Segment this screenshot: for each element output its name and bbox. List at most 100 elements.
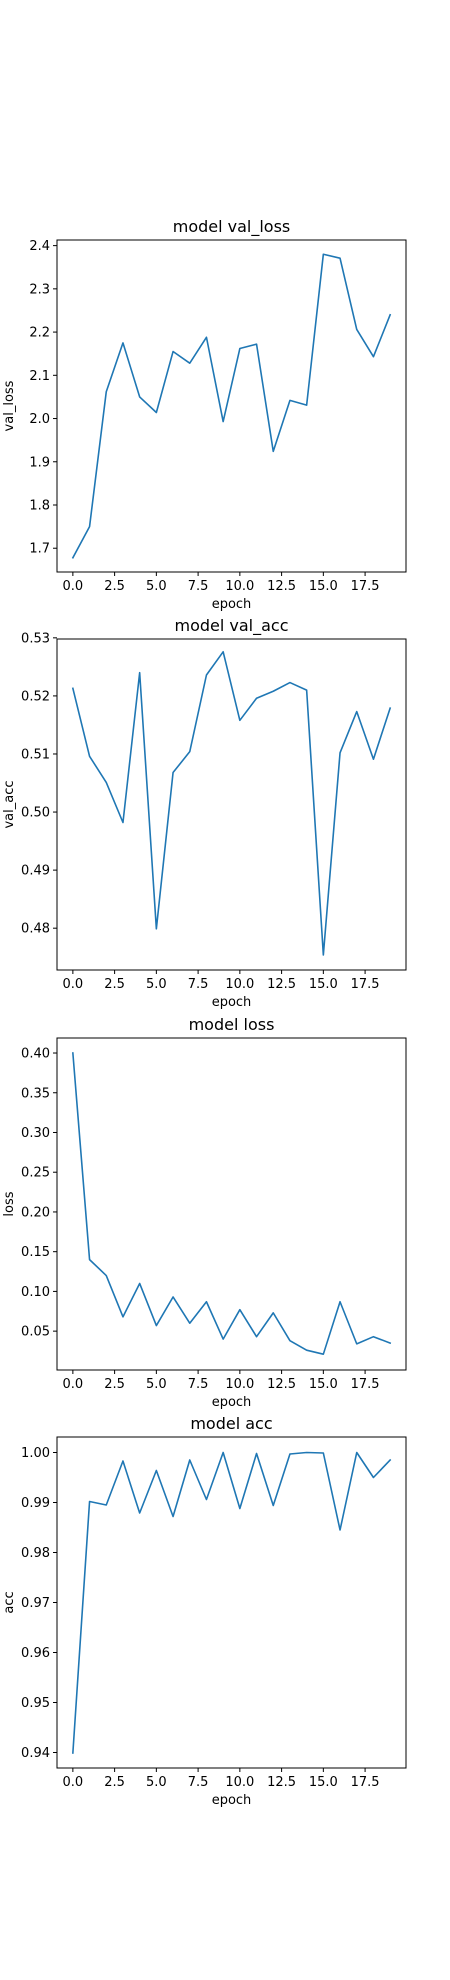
data-point xyxy=(122,1316,124,1318)
data-point xyxy=(205,336,207,338)
data-point xyxy=(372,1476,374,1478)
data-point xyxy=(122,1460,124,1462)
x-axis-label: epoch xyxy=(212,995,252,1010)
data-point xyxy=(356,1451,358,1453)
y-tick-label: 0.35 xyxy=(21,1086,50,1101)
data-point xyxy=(389,1342,391,1344)
x-tick-label: 2.5 xyxy=(104,977,125,992)
y-axis-label: acc xyxy=(2,1591,17,1613)
x-tick-label: 7.5 xyxy=(188,977,209,992)
subplot-2: model val_acc 0.0 2.5 5.0 7.5 10.0 12.5 15.0 17.… xyxy=(2,616,407,1010)
y-tick-label: 0.52 xyxy=(21,689,50,704)
y-tick-label: 0.53 xyxy=(21,631,50,646)
data-point xyxy=(105,391,107,393)
data-point xyxy=(239,1308,241,1310)
y-tick-label: 0.50 xyxy=(21,806,50,821)
data-point xyxy=(322,954,324,956)
x-tick-label: 0.0 xyxy=(63,1775,84,1790)
data-point xyxy=(289,1339,291,1341)
data-point xyxy=(389,314,391,316)
x-tick-label: 2.5 xyxy=(104,1377,125,1392)
data-point xyxy=(105,1504,107,1506)
x-tick-label: 17.5 xyxy=(351,1775,380,1790)
data-point xyxy=(155,411,157,413)
y-tick-label: 0.99 xyxy=(21,1496,50,1511)
data-point xyxy=(205,1498,207,1500)
data-point xyxy=(272,1312,274,1314)
data-point xyxy=(72,557,74,559)
y-tick-label: 0.20 xyxy=(21,1205,50,1220)
y-tick-label: 1.8 xyxy=(29,498,50,513)
data-point xyxy=(289,399,291,401)
data-point xyxy=(222,1338,224,1340)
data-point xyxy=(189,1459,191,1461)
data-point xyxy=(289,1453,291,1455)
x-axis-label: epoch xyxy=(212,1793,252,1808)
y-tick-label: 0.95 xyxy=(21,1696,50,1711)
data-point xyxy=(88,525,90,527)
y-tick-label: 0.49 xyxy=(21,864,50,879)
data-point xyxy=(289,681,291,683)
series-line xyxy=(71,650,392,956)
data-point xyxy=(105,781,107,783)
y-tick-label: 2.2 xyxy=(29,326,50,341)
y-tick-label: 2.0 xyxy=(29,412,50,427)
y-tick-label: 0.94 xyxy=(21,1746,50,1761)
y-tick-label: 0.05 xyxy=(21,1325,50,1340)
data-point xyxy=(122,342,124,344)
data-point xyxy=(372,356,374,358)
data-point xyxy=(138,1282,140,1284)
data-point xyxy=(389,1459,391,1461)
data-point xyxy=(172,1296,174,1298)
x-tick-label: 5.0 xyxy=(146,579,167,594)
data-point xyxy=(88,1500,90,1502)
data-point xyxy=(88,1258,90,1260)
x-tick-label: 12.5 xyxy=(267,977,296,992)
data-point xyxy=(189,362,191,364)
data-point xyxy=(305,404,307,406)
data-point xyxy=(88,755,90,757)
data-point xyxy=(255,697,257,699)
data-point xyxy=(272,450,274,452)
data-point xyxy=(239,1507,241,1509)
x-tick-label: 15.0 xyxy=(309,977,338,992)
data-point xyxy=(155,1469,157,1471)
data-point xyxy=(322,1452,324,1454)
data-point xyxy=(305,1451,307,1453)
x-tick-label: 10.0 xyxy=(225,1377,254,1392)
axes-frame xyxy=(56,239,407,573)
data-point xyxy=(172,1515,174,1517)
x-axis-label: epoch xyxy=(212,1395,252,1410)
y-axis-label: val_loss xyxy=(2,380,17,431)
data-point xyxy=(272,1504,274,1506)
y-tick-label: 1.7 xyxy=(29,542,50,557)
data-point xyxy=(255,1452,257,1454)
series-line xyxy=(71,253,392,559)
data-point xyxy=(172,771,174,773)
data-point xyxy=(72,687,74,689)
x-tick-label: 15.0 xyxy=(309,579,338,594)
data-point xyxy=(239,347,241,349)
chart-title: model val_loss xyxy=(173,217,291,237)
data-point xyxy=(356,1343,358,1345)
x-tick-label: 5.0 xyxy=(146,1775,167,1790)
y-tick-label: 0.25 xyxy=(21,1166,50,1181)
data-point xyxy=(189,1322,191,1324)
y-tick-label: 0.10 xyxy=(21,1285,50,1300)
x-tick-label: 0.0 xyxy=(63,977,84,992)
data-point xyxy=(356,328,358,330)
x-tick-label: 10.0 xyxy=(225,1775,254,1790)
y-tick-label: 0.48 xyxy=(21,922,50,937)
data-point xyxy=(222,1451,224,1453)
chart-title: model acc xyxy=(190,1414,272,1433)
x-tick-label: 2.5 xyxy=(104,1775,125,1790)
series-line xyxy=(72,1451,392,1754)
subplot-4: model acc 0.0 2.5 5.0 7.5 10.0 12.5 15.0 17.5 0.9… xyxy=(2,1414,407,1808)
data-point xyxy=(239,719,241,721)
x-tick-label: 7.5 xyxy=(188,579,209,594)
data-point xyxy=(72,1052,74,1054)
data-point xyxy=(189,750,191,752)
x-tick-label: 10.0 xyxy=(225,579,254,594)
data-point xyxy=(272,690,274,692)
